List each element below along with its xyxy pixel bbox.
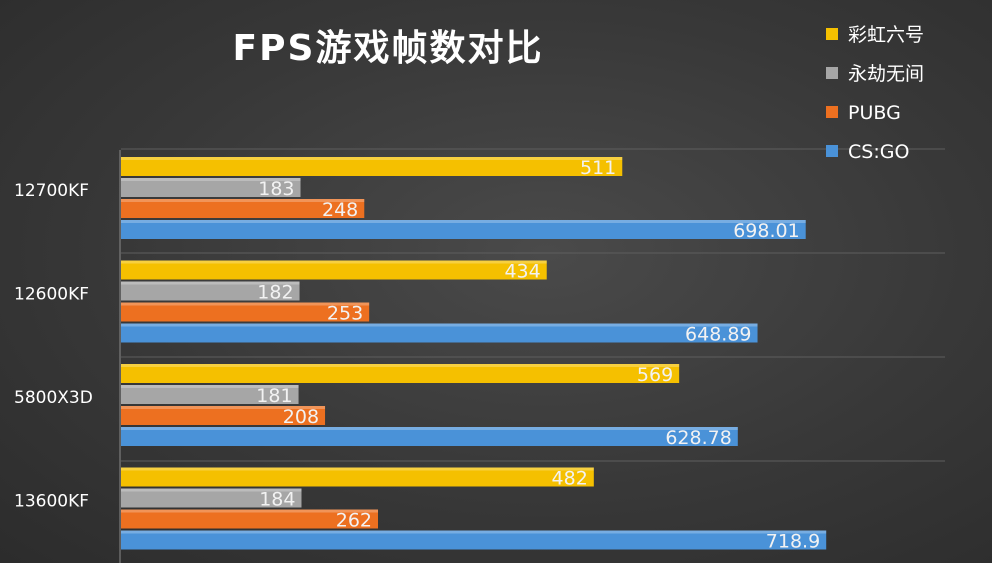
bar (121, 302, 370, 322)
bar-highlight (121, 385, 299, 388)
data-label: 253 (327, 303, 363, 325)
bar (121, 220, 806, 239)
data-label: 482 (552, 468, 588, 490)
bar-highlight (121, 323, 758, 327)
data-label: 648.89 (685, 324, 751, 346)
bar-highlight (121, 427, 738, 430)
bar-highlight (121, 364, 680, 367)
legend-swatch (826, 28, 838, 40)
grid-lines (121, 148, 945, 462)
bar (121, 427, 738, 446)
category-label: 12600KF (14, 285, 89, 305)
data-label: 183 (258, 178, 294, 200)
data-label: 718.9 (766, 531, 820, 553)
bar-highlight (121, 488, 302, 492)
bar-highlight (121, 530, 827, 534)
bar-highlight (121, 157, 623, 160)
data-label: 248 (322, 199, 358, 221)
category-label: 13600KF (14, 492, 89, 512)
data-label: 569 (637, 364, 673, 386)
bar (121, 509, 379, 529)
data-label: 698.01 (733, 220, 799, 242)
bar-highlight (121, 260, 547, 264)
data-label: 182 (257, 282, 293, 304)
bar (121, 157, 623, 176)
data-label: 184 (259, 489, 295, 511)
bar (121, 323, 758, 343)
legend-label: PUBG (848, 102, 901, 124)
bar-highlight (121, 281, 300, 285)
bar-highlight (121, 406, 326, 409)
category-label: 5800X3D (14, 388, 93, 408)
bar-highlight (121, 467, 594, 471)
bar (121, 385, 299, 404)
legend-label: 彩虹六号 (848, 24, 924, 46)
data-label: 628.78 (665, 427, 731, 449)
category-labels: 12700KF 12600KF 5800X3D 13600KF (14, 181, 93, 512)
bar-highlight (121, 302, 370, 306)
bar (121, 260, 547, 280)
legend-label: CS:GO (848, 141, 909, 163)
bar (121, 488, 302, 508)
bar-highlight (121, 509, 379, 513)
bar-highlight (121, 199, 365, 202)
bar (121, 199, 365, 218)
legend-label: 永劫无间 (848, 63, 924, 85)
bar-highlight (121, 178, 301, 181)
bar (121, 406, 326, 425)
legend-swatch (826, 67, 838, 79)
legend-swatch (826, 106, 838, 118)
data-label: 262 (336, 510, 372, 532)
bar (121, 530, 827, 550)
bar (121, 364, 680, 383)
data-label: 434 (504, 261, 540, 283)
bar (121, 178, 301, 197)
legend-swatch (826, 145, 838, 157)
data-label: 208 (283, 406, 319, 428)
bar (121, 467, 594, 487)
bar-highlight (121, 220, 806, 223)
data-label: 511 (580, 157, 616, 179)
bar (121, 281, 300, 301)
category-label: 12700KF (14, 181, 89, 201)
data-label: 181 (256, 385, 292, 407)
chart-title: FPS游戏帧数对比 (233, 28, 544, 69)
